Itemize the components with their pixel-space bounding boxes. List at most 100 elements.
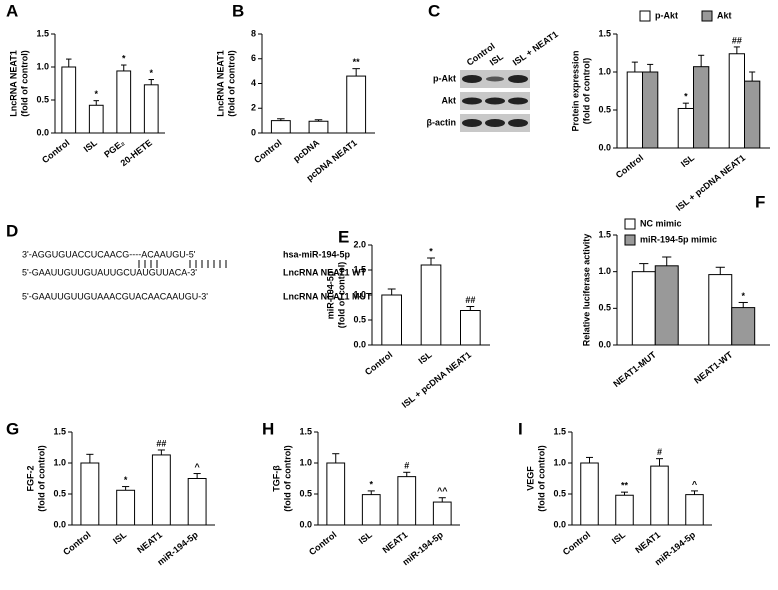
blot-row-label: β-actin <box>427 117 457 127</box>
x-tick-label: ISL <box>82 137 100 154</box>
x-tick-label: NEAT1 <box>633 530 662 556</box>
x-tick-label: Control <box>252 138 283 166</box>
significance-mark: * <box>122 53 126 63</box>
x-tick-label: ISL <box>111 529 129 546</box>
x-tick-label: ISL <box>610 529 628 546</box>
bar <box>460 310 481 346</box>
bar <box>397 476 417 526</box>
panel-letter: I <box>518 419 523 438</box>
y-tick-label: 1.5 <box>553 426 566 436</box>
y-tick-label: 1.5 <box>353 264 366 274</box>
significance-mark: # <box>657 447 662 457</box>
bar <box>187 478 207 526</box>
y-tick-label: 1.5 <box>598 28 611 38</box>
legend-swatch <box>624 234 636 246</box>
y-axis-label: Protein expression <box>570 50 580 131</box>
x-tick-label: ISL <box>357 529 375 546</box>
significance-mark: * <box>429 246 433 256</box>
bar <box>326 462 346 526</box>
western-blot <box>460 70 530 132</box>
y-tick-label: 1.0 <box>353 289 366 299</box>
x-tick-label: Control <box>363 350 394 378</box>
x-tick-label: ISL + pcDNA NEAT1 <box>400 350 473 410</box>
significance-mark: * <box>741 291 745 301</box>
significance-mark: ** <box>353 57 361 67</box>
bar <box>361 494 381 526</box>
base-pairs <box>138 260 227 268</box>
bar <box>308 120 329 134</box>
y-axis-label: (fold of control) <box>36 445 46 511</box>
y-tick-label: 0.0 <box>353 339 366 349</box>
significance-mark: ** <box>621 481 629 491</box>
y-axis-label: Relative luciferase activity <box>581 234 591 347</box>
x-tick-label: Control <box>61 530 92 558</box>
x-tick-label: pcDNA <box>291 137 321 164</box>
significance-mark: * <box>684 92 688 102</box>
legend-label: NC mimic <box>640 218 682 228</box>
y-tick-label: 1.0 <box>53 457 66 467</box>
blot-row-label: p-Akt <box>433 73 456 83</box>
y-tick-label: 2 <box>251 103 256 113</box>
x-tick-label: NEAT1 <box>381 530 410 556</box>
y-tick-label: 0 <box>251 127 256 137</box>
bar <box>381 294 403 346</box>
y-tick-label: 0.5 <box>36 94 49 104</box>
panel-letter: H <box>262 419 274 438</box>
y-axis-label: (fold of control) <box>336 262 346 328</box>
bar <box>626 71 644 149</box>
significance-mark: * <box>94 89 98 99</box>
y-tick-label: 1.5 <box>36 28 49 38</box>
bar <box>151 454 171 526</box>
sequence-name: LncRNA NEAT1 MUT <box>283 291 372 301</box>
y-axis-label: LncRNA NEAT1 <box>215 50 225 117</box>
x-tick-label: Control <box>614 153 645 181</box>
bar <box>685 494 704 526</box>
significance-mark: # <box>404 461 409 471</box>
y-tick-label: 0.5 <box>53 488 66 498</box>
x-tick-label: NEAT1 <box>135 530 164 556</box>
x-tick-label: Control <box>40 138 71 166</box>
y-tick-label: 1.5 <box>53 426 66 436</box>
bar <box>693 66 710 149</box>
significance-mark: ## <box>156 438 166 448</box>
legend-swatch <box>701 10 713 22</box>
y-axis-label: VEGF <box>525 466 535 491</box>
y-tick-label: 0.5 <box>598 303 611 313</box>
legend-label: miR-194-5p mimic <box>640 234 717 244</box>
significance-mark: ## <box>465 295 475 305</box>
y-tick-label: 0.5 <box>598 104 611 114</box>
legend-swatch <box>639 10 651 22</box>
bar <box>116 489 136 526</box>
sequence-name: hsa-miR-194-5p <box>283 249 351 259</box>
y-axis-label: FGF-2 <box>25 466 35 492</box>
bar <box>708 274 733 346</box>
y-tick-label: 1.0 <box>36 61 49 71</box>
legend-swatch <box>624 218 636 230</box>
significance-mark: * <box>124 475 128 485</box>
x-tick-label: Control <box>561 530 592 558</box>
significance-mark: ## <box>732 35 742 45</box>
bar <box>88 104 104 134</box>
x-tick-label: Control <box>307 530 338 558</box>
panel-letter: F <box>755 192 765 211</box>
significance-mark: * <box>149 68 153 78</box>
sequence: 5'-GAAUUGUUGUAAACGUACAACAAUGU-3' <box>22 291 208 301</box>
y-tick-label: 1.0 <box>598 266 611 276</box>
y-tick-label: 1.0 <box>598 66 611 76</box>
y-tick-label: 4 <box>251 78 256 88</box>
y-tick-label: 0.0 <box>53 519 66 529</box>
sequence: 5'-GAAUUGUUGUAUUGCUAUGUUACA-3' <box>22 267 197 277</box>
bar <box>346 75 367 134</box>
y-tick-label: 0.0 <box>299 519 312 529</box>
bar <box>650 465 669 526</box>
y-axis-label: (fold of control) <box>19 50 29 116</box>
y-tick-label: 0.0 <box>598 339 611 349</box>
legend-label: Akt <box>717 10 732 20</box>
y-tick-label: 2.0 <box>353 239 366 249</box>
panel-letter: A <box>6 1 18 20</box>
y-axis-label: LncRNA NEAT1 <box>8 50 18 117</box>
significance-mark: ^ <box>692 479 698 489</box>
blot-row-label: Akt <box>441 95 456 105</box>
bar <box>580 462 599 526</box>
x-tick-label: ISL <box>679 152 697 169</box>
